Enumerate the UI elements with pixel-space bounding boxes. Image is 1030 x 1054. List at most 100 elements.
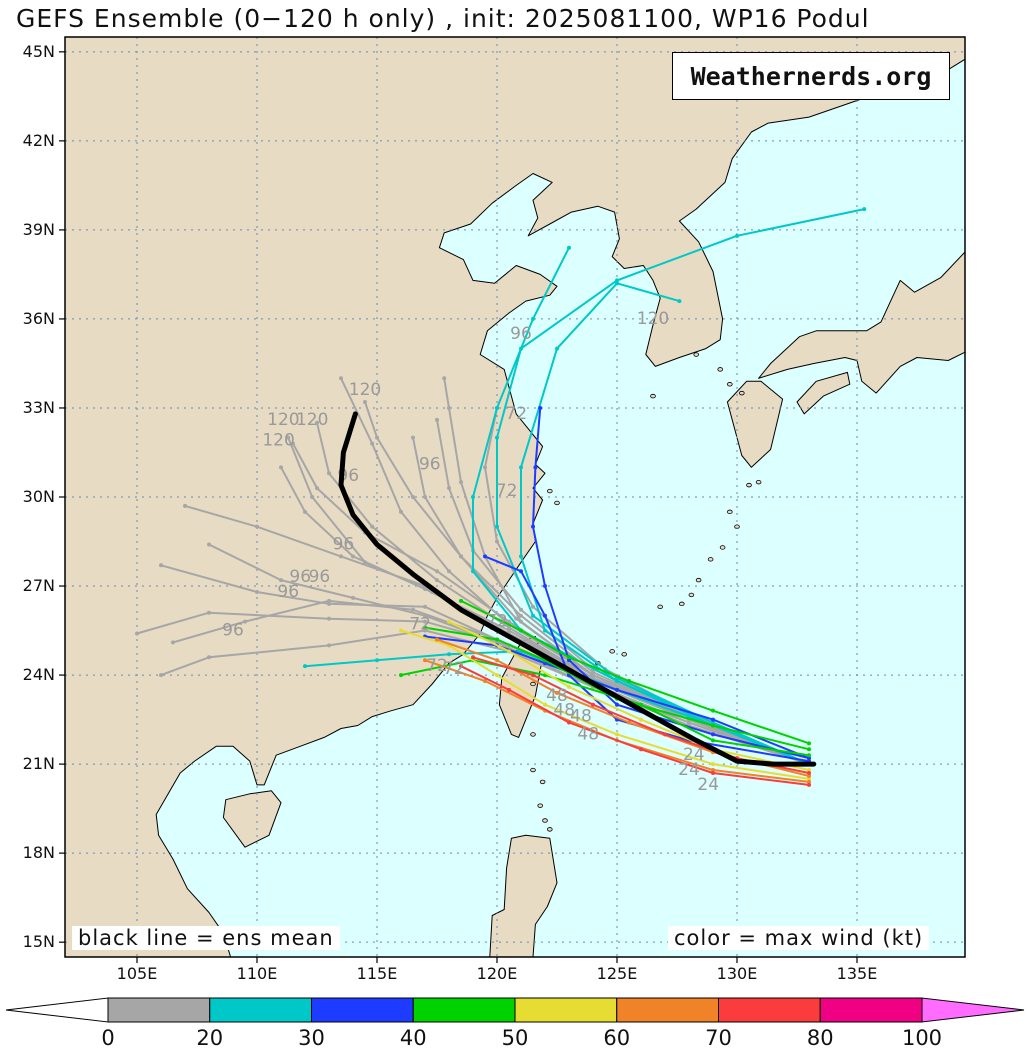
track-point — [615, 702, 619, 707]
track-point — [567, 684, 571, 689]
track-point — [519, 569, 523, 574]
track-point — [339, 554, 343, 559]
track-point — [538, 405, 543, 410]
forecast-hour-label: 120 — [349, 380, 381, 400]
forecast-hour-label: 96 — [289, 567, 311, 587]
islet — [609, 649, 615, 654]
track-point — [807, 753, 811, 758]
track-point — [327, 616, 331, 621]
islet — [554, 500, 560, 506]
track-point — [531, 604, 535, 609]
wind-color-legend: color = max wind (kt) — [668, 926, 930, 950]
luzon-island — [489, 834, 558, 957]
track-point — [519, 465, 523, 470]
colorbar-bin — [514, 997, 618, 1023]
islet — [695, 577, 702, 583]
longitude-label: 125E — [596, 964, 638, 983]
track-point — [807, 773, 811, 778]
track-point — [495, 637, 499, 642]
member-track-line — [208, 543, 810, 766]
forecast-hour-label: 120 — [296, 410, 328, 430]
track-point — [687, 720, 691, 725]
member-track-line — [460, 599, 810, 745]
colorbar-label: 70 — [705, 1026, 732, 1050]
track-point — [533, 465, 538, 470]
member-track-line — [400, 659, 810, 757]
track-point — [315, 420, 319, 425]
track-point — [447, 405, 451, 410]
track-point — [495, 539, 499, 544]
track-point — [399, 628, 403, 633]
track-point — [327, 601, 331, 606]
colorbar — [5, 997, 1025, 1023]
forecast-hour-label: 72 — [443, 659, 465, 679]
track-point — [711, 738, 715, 743]
track-point — [159, 673, 163, 678]
track-point — [862, 207, 867, 212]
colorbar-bin — [412, 997, 516, 1023]
chart-title: GEFS Ensemble (0−120 h only) , init: 202… — [16, 4, 870, 33]
islet — [542, 818, 548, 823]
track-point — [677, 299, 682, 304]
colorbar-low-arrow — [5, 997, 109, 1023]
islet — [546, 827, 553, 832]
track-point — [459, 664, 463, 669]
track-point — [375, 658, 379, 663]
track-point — [423, 604, 427, 609]
track-point — [207, 655, 211, 660]
member-track-line — [460, 665, 810, 786]
islet — [755, 479, 762, 485]
track-point — [591, 673, 595, 678]
islet — [678, 601, 685, 607]
track-point — [519, 554, 523, 559]
colorbar-label: 80 — [806, 1026, 834, 1050]
latitude-label: 45N — [22, 41, 55, 61]
track-point — [639, 702, 643, 707]
track-point — [351, 595, 355, 600]
islet — [546, 488, 553, 494]
member-track-line — [448, 620, 810, 771]
track-point — [207, 610, 211, 615]
islet — [537, 803, 543, 808]
islet — [657, 604, 663, 610]
track-point — [807, 747, 811, 752]
track-point — [615, 732, 619, 737]
track-point — [375, 435, 379, 440]
colorbar-bin — [311, 997, 414, 1023]
track-point — [255, 589, 259, 594]
track-point — [543, 702, 547, 707]
track-point — [315, 486, 319, 491]
forecast-hour-label: 48 — [577, 724, 599, 744]
latitude-label: 27N — [22, 576, 55, 596]
track-point — [159, 563, 163, 568]
track-point — [615, 687, 619, 692]
track-point — [555, 346, 559, 351]
watermark: Weathernerds.org — [672, 52, 950, 100]
track-point — [339, 376, 343, 381]
track-point — [435, 637, 439, 642]
member-track-line — [424, 659, 810, 783]
track-point — [327, 471, 331, 476]
track-point — [507, 649, 511, 654]
track-point — [471, 569, 475, 574]
track-point — [399, 673, 403, 678]
islet — [726, 382, 733, 387]
track-point — [507, 628, 511, 633]
track-point — [255, 524, 259, 529]
track-point — [495, 673, 499, 678]
islet — [693, 352, 699, 357]
track-point — [423, 495, 427, 499]
track-point — [447, 486, 451, 491]
forecast-hour-label: 72 — [409, 615, 431, 635]
colorbar-label: 30 — [298, 1026, 325, 1050]
forecast-hour-label: 48 — [546, 686, 568, 706]
track-point — [735, 233, 739, 238]
member-track-line — [532, 407, 810, 760]
track-point — [567, 245, 571, 250]
forecast-hour-label: 24 — [678, 760, 700, 780]
track-point — [459, 480, 463, 485]
track-point — [531, 673, 535, 678]
track-point — [807, 741, 811, 746]
track-point — [711, 723, 715, 728]
track-point — [370, 441, 375, 446]
